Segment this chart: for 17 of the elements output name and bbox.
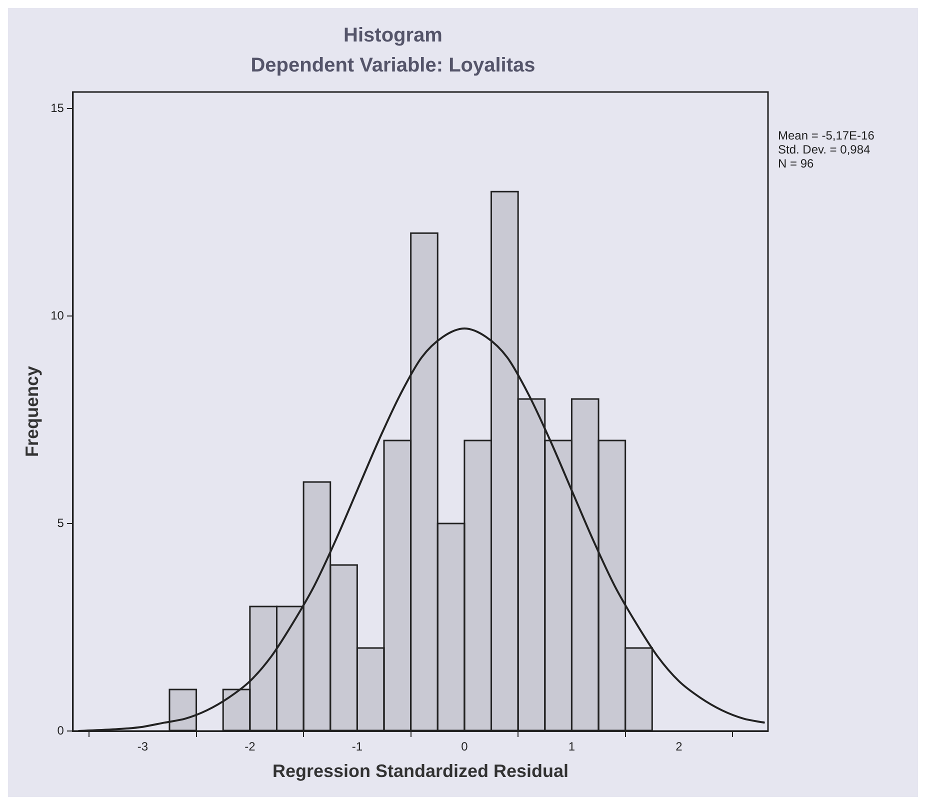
y-tick-label: 0 bbox=[57, 723, 64, 738]
x-tick-label: 2 bbox=[676, 740, 683, 754]
text: Std. Dev. = 0,984 bbox=[778, 142, 870, 156]
x-tick-label: -2 bbox=[244, 740, 256, 754]
y-axis-title: Frequency bbox=[22, 366, 42, 458]
y-tick-label: 5 bbox=[57, 516, 64, 530]
chart-title: Histogram bbox=[344, 24, 442, 47]
x-tick-label: 0 bbox=[461, 740, 468, 754]
x-tick-label: -1 bbox=[352, 740, 363, 754]
y-tick-label: 10 bbox=[50, 308, 64, 322]
chart-subtitle: Dependent Variable: Loyalitas bbox=[250, 54, 536, 77]
x-tick-label: 1 bbox=[568, 740, 576, 754]
text: Mean = -5,17E-16 bbox=[778, 128, 875, 142]
y-tick-label: 15 bbox=[50, 100, 64, 115]
text: N = 96 bbox=[778, 156, 814, 170]
x-tick-label: -3 bbox=[137, 740, 148, 754]
x-axis-title: Regression Standardized Residual bbox=[272, 761, 569, 782]
